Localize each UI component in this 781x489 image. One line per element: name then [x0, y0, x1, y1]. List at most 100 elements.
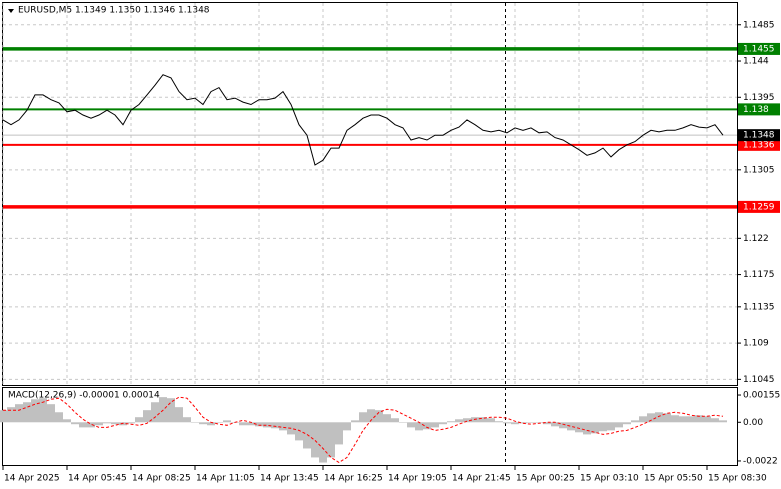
macd-bar — [527, 422, 535, 423]
macd-bar — [247, 422, 255, 426]
macd-bar — [223, 420, 231, 423]
macd-bar — [0, 410, 7, 423]
macd-bar — [535, 422, 543, 423]
menu-arrow — [8, 9, 14, 13]
x-tick-label: 14 Apr 2025 — [4, 474, 60, 484]
macd-pane-frame — [2, 387, 738, 466]
macd-bar — [615, 422, 623, 428]
macd-bar — [47, 404, 55, 423]
price-line — [2, 74, 724, 166]
macd-bar — [143, 410, 151, 423]
macd-bar — [255, 422, 263, 427]
macd-bar — [423, 422, 431, 430]
macd-bar — [63, 419, 71, 423]
macd-bar — [607, 422, 615, 431]
y-tick-label: -0.0022 — [743, 456, 778, 466]
macd-bar — [399, 422, 407, 423]
macd-bar — [623, 422, 631, 425]
x-tick-label: 14 Apr 16:25 — [324, 474, 383, 484]
plot-layer: 1.1485 1.144 1.1395 1.1305 1.122 1.1175 1.1135… — [0, 3, 780, 484]
level-label-box — [738, 103, 780, 116]
y-tick-label: 1.109 — [743, 339, 769, 349]
macd-bar — [135, 417, 143, 423]
macd-bar — [327, 422, 335, 458]
macd-bar — [455, 419, 463, 423]
macd-bar — [679, 416, 687, 423]
macd-bar — [583, 422, 591, 435]
x-tick-label: 15 Apr 03:10 — [580, 474, 639, 484]
macd-bar — [711, 418, 719, 423]
macd-bar — [599, 422, 607, 432]
macd-bar — [207, 422, 215, 426]
y-tick-label: 1.1395 — [743, 93, 775, 103]
macd-bar — [263, 422, 271, 428]
macd-bar — [567, 422, 575, 431]
macd-bar — [31, 399, 39, 423]
macd-bar — [319, 422, 327, 463]
x-tick-label: 15 Apr 05:50 — [644, 474, 703, 484]
macd-bar — [647, 413, 655, 423]
macd-bar — [23, 402, 31, 423]
macd-bar — [343, 422, 351, 431]
macd-bar — [519, 422, 527, 424]
macd-bar — [391, 418, 399, 423]
x-tick-label: 15 Apr 00:25 — [516, 474, 575, 484]
y-tick-label: 1.1135 — [743, 302, 775, 312]
macd-bar — [511, 422, 519, 425]
x-tick-label: 14 Apr 11:05 — [196, 474, 255, 484]
macd-bar — [183, 417, 191, 423]
macd-bar — [127, 422, 135, 424]
macd-bar — [111, 422, 119, 425]
macd-bar — [103, 422, 111, 424]
macd-bar — [7, 407, 15, 423]
macd-bar — [671, 415, 679, 423]
macd-bar — [503, 422, 511, 424]
macd-bar — [311, 422, 319, 458]
macd-bar — [495, 421, 503, 423]
y-tick-label: 0.00155 — [743, 391, 780, 401]
level-label: 1.1336 — [743, 140, 775, 150]
level-label-box — [738, 42, 780, 55]
level-label: 1.1455 — [743, 44, 775, 54]
macd-bar — [271, 422, 279, 429]
macd-bar — [359, 412, 367, 423]
macd-bar — [199, 422, 207, 425]
macd-bar — [167, 398, 175, 423]
x-tick-label: 14 Apr 13:45 — [260, 474, 319, 484]
macd-bar — [375, 410, 383, 423]
x-tick-label: 15 Apr 08:30 — [708, 474, 767, 484]
macd-bar — [703, 416, 711, 423]
macd-title: MACD(12,26,9) -0.00001 0.00014 — [8, 391, 160, 401]
macd-bar — [655, 412, 663, 423]
x-tick-label: 14 Apr 08:25 — [132, 474, 191, 484]
y-tick-label: 1.122 — [743, 234, 769, 244]
macd-bar — [543, 422, 551, 425]
macd-bar — [15, 404, 23, 423]
macd-bar — [559, 422, 567, 429]
y-tick-label: 1.1305 — [743, 165, 775, 175]
macd-bar — [431, 422, 439, 428]
macd-bar — [239, 422, 247, 426]
signal-line — [3, 396, 724, 464]
macd-bar — [591, 422, 599, 434]
macd-bar — [719, 420, 727, 423]
macd-bar — [351, 420, 359, 423]
y-tick-label: 0.00 — [743, 418, 763, 428]
last-price-label: 1.1348 — [743, 131, 775, 141]
macd-bar — [367, 409, 375, 423]
macd-bar — [575, 422, 583, 433]
y-tick-label: 1.144 — [743, 57, 769, 67]
macd-bar — [695, 415, 703, 423]
macd-bar — [215, 422, 223, 423]
level-label: 1.1259 — [743, 202, 775, 212]
macd-bar — [663, 413, 671, 423]
macd-bar — [95, 422, 103, 426]
level-label-box — [738, 200, 780, 213]
macd-bar — [407, 422, 415, 428]
macd-bar — [687, 416, 695, 423]
macd-bar — [463, 418, 471, 423]
level-label-box — [738, 138, 780, 151]
macd-bar — [335, 422, 343, 445]
